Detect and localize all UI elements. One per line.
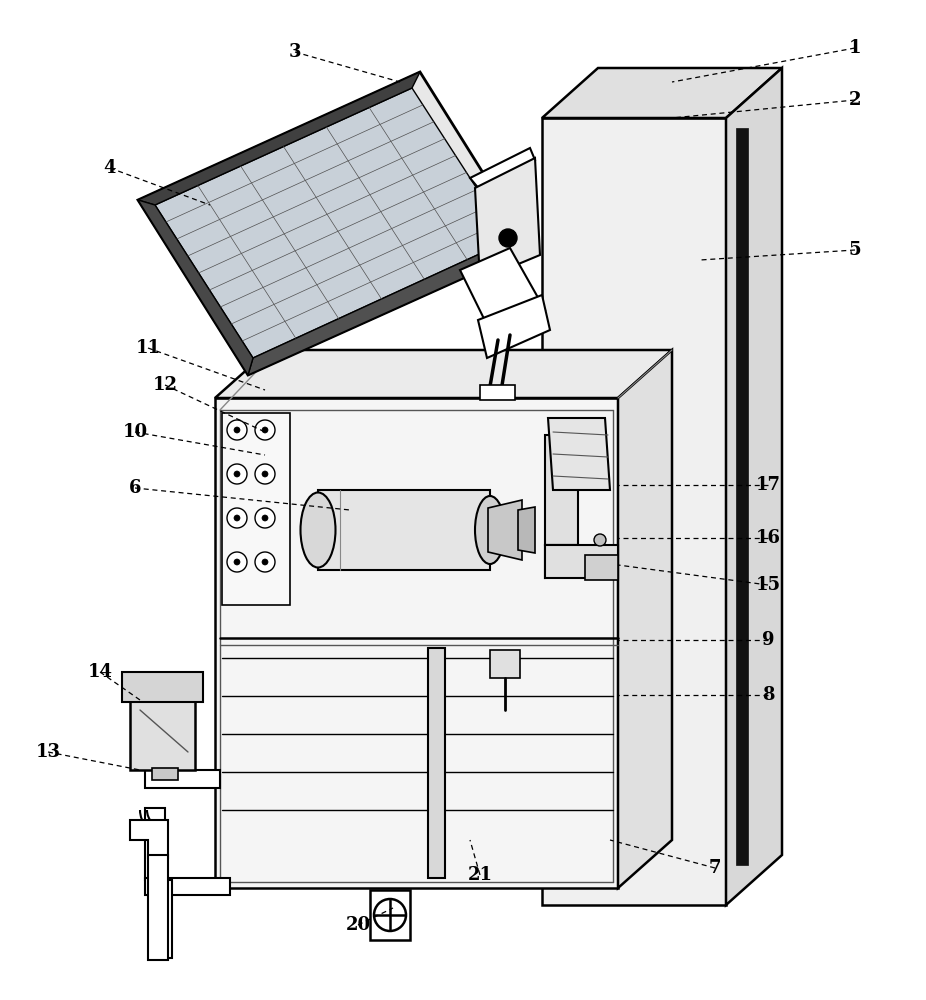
Polygon shape [248,240,530,375]
Polygon shape [145,878,230,895]
Polygon shape [542,118,726,905]
Circle shape [262,427,268,433]
Polygon shape [148,855,168,960]
Text: 3: 3 [289,43,301,61]
Circle shape [227,420,247,440]
Polygon shape [155,880,172,958]
Polygon shape [370,890,410,940]
Polygon shape [215,350,672,398]
Polygon shape [138,72,530,375]
Circle shape [262,515,268,521]
Text: 1: 1 [849,39,861,57]
Text: 6: 6 [129,479,142,497]
Circle shape [234,471,240,477]
Text: 21: 21 [468,866,493,884]
Text: 12: 12 [153,376,178,394]
Text: 15: 15 [756,576,781,594]
Bar [222,413,290,605]
Text: 13: 13 [35,743,60,761]
Polygon shape [155,88,510,358]
Text: 17: 17 [756,476,781,494]
Ellipse shape [301,492,335,568]
Polygon shape [152,768,178,780]
Text: 20: 20 [345,916,370,934]
Text: 2: 2 [849,91,861,109]
Circle shape [262,471,268,477]
Polygon shape [726,68,782,905]
Polygon shape [545,545,618,578]
Circle shape [262,559,268,565]
Polygon shape [138,200,253,375]
Text: 9: 9 [762,631,774,649]
Polygon shape [488,500,522,560]
Polygon shape [518,507,535,553]
Text: 14: 14 [87,663,112,681]
Circle shape [374,899,406,931]
Text: 10: 10 [122,423,147,441]
Polygon shape [478,295,550,358]
Polygon shape [542,68,782,118]
Polygon shape [480,385,515,400]
Polygon shape [490,650,520,678]
Polygon shape [585,555,618,580]
Circle shape [234,559,240,565]
Polygon shape [475,158,540,280]
Polygon shape [548,418,610,490]
Polygon shape [460,248,545,335]
Polygon shape [318,490,490,570]
Text: 8: 8 [762,686,774,704]
Text: 11: 11 [135,339,160,357]
Circle shape [594,534,606,546]
Polygon shape [145,808,165,880]
Polygon shape [130,820,168,858]
Polygon shape [470,148,535,190]
Circle shape [227,552,247,572]
Polygon shape [138,72,420,205]
Circle shape [227,508,247,528]
Circle shape [255,552,275,572]
Circle shape [255,464,275,484]
Circle shape [255,420,275,440]
Polygon shape [618,350,672,888]
Circle shape [227,464,247,484]
Text: 16: 16 [756,529,781,547]
Ellipse shape [475,496,505,564]
Polygon shape [736,128,748,865]
Polygon shape [428,648,445,878]
Polygon shape [215,398,618,888]
Wedge shape [545,545,578,578]
Text: 7: 7 [708,859,721,877]
Polygon shape [545,435,578,545]
Text: 4: 4 [104,159,117,177]
Polygon shape [122,672,203,702]
Circle shape [255,508,275,528]
Polygon shape [130,698,195,770]
Circle shape [234,427,240,433]
Circle shape [234,515,240,521]
Circle shape [499,229,517,247]
Polygon shape [145,770,220,788]
Text: 5: 5 [849,241,861,259]
